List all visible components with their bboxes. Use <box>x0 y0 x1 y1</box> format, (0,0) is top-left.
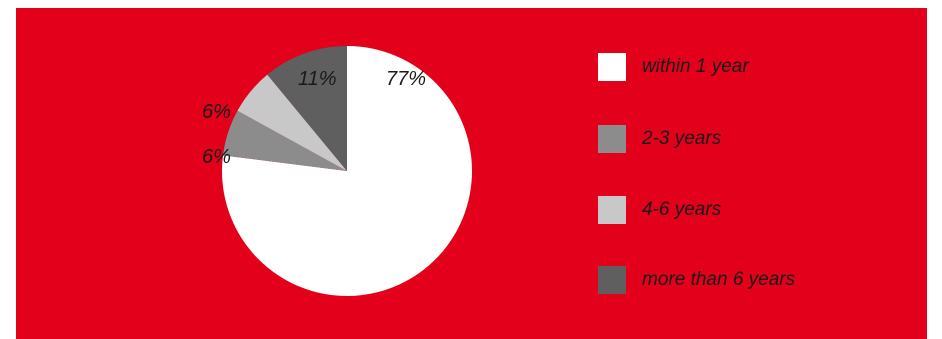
pie-slice-2-3-years <box>222 110 347 171</box>
legend-label: within 1 year <box>642 56 749 77</box>
legend-item-2-3-years: 2-3 years <box>598 124 721 154</box>
pie-value-label-2-3-years: 6% <box>202 146 231 168</box>
pie-value-label-within-1-year: 77% <box>386 68 426 90</box>
pie-value-label-4-6-years: 6% <box>202 101 231 123</box>
pie-chart: 77% 6% 6% 11% <box>202 46 472 296</box>
legend-label: 4-6 years <box>642 199 722 220</box>
pie-slice-more-than-6-years <box>267 46 347 171</box>
legend-label: 2-3 years <box>642 128 722 149</box>
legend-item-4-6-years: 4-6 years <box>598 195 721 225</box>
chart-panel: 77% 6% 6% 11% within 1 year 2-3 years 4-6 y… <box>16 8 927 339</box>
legend-item-more-than-6-years: more than 6 years <box>598 265 795 295</box>
legend-swatch <box>598 125 626 153</box>
legend-swatch <box>598 266 626 294</box>
legend-swatch <box>598 53 626 81</box>
legend-swatch <box>598 196 626 224</box>
legend-item-within-1-year: within 1 year <box>598 52 749 82</box>
pie-value-label-more-than-6-years: 11% <box>298 68 337 90</box>
legend-label: more than 6 years <box>642 269 796 290</box>
pie-slice-4-6-years <box>237 74 347 171</box>
